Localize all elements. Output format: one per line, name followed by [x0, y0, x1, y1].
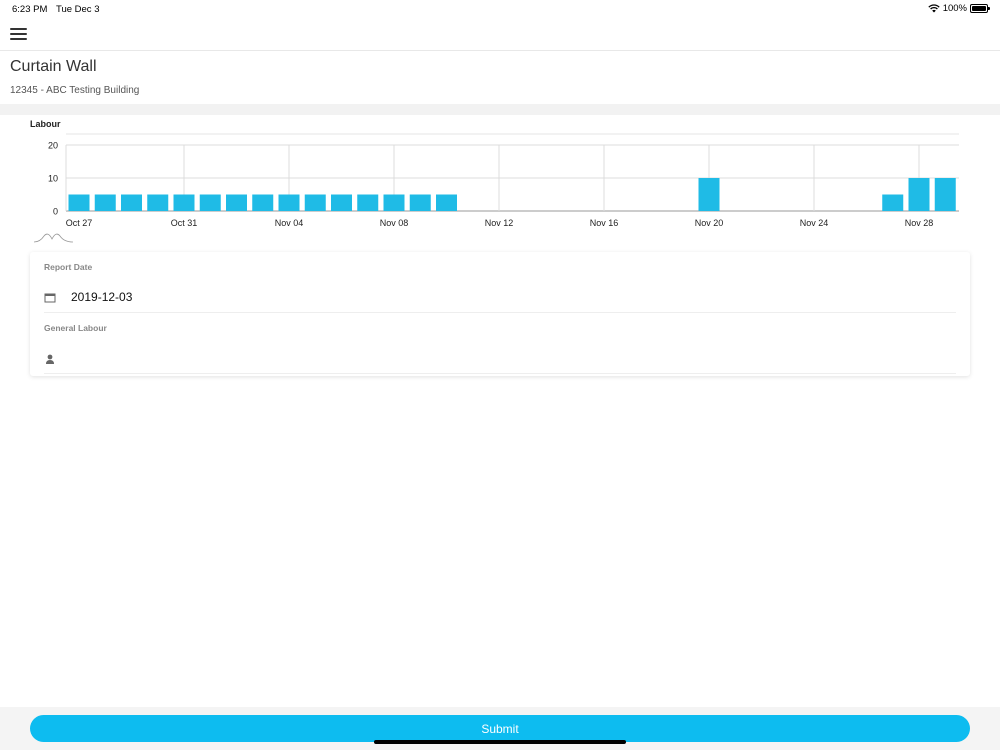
x-tick-label: Nov 28: [905, 218, 934, 228]
chart-title: Labour: [30, 119, 61, 129]
x-tick-label: Nov 08: [380, 218, 409, 228]
submit-button[interactable]: Submit: [30, 715, 970, 742]
y-tick-label: 20: [48, 141, 58, 151]
labour-chart-svg: Labour 0 10 20 Oct 27 Oct 31 Nov 04 Nov 08 Nov 1…: [30, 119, 959, 243]
chart-bar: [173, 194, 195, 211]
x-tick-label: Nov 24: [800, 218, 829, 228]
x-tick-label: Nov 16: [590, 218, 619, 228]
chart-bar: [278, 194, 300, 211]
chart-bar: [436, 194, 457, 211]
chart-bar: [226, 194, 247, 211]
hamburger-menu-icon[interactable]: [10, 28, 27, 40]
page-subtitle: 12345 - ABC Testing Building: [10, 85, 140, 96]
status-bar: 6:23 PM Tue Dec 3 100%: [0, 0, 1000, 18]
top-navigation-bar: [0, 18, 1000, 51]
x-tick-label: Nov 04: [275, 218, 304, 228]
general-labour-input[interactable]: [71, 348, 956, 370]
chart-bar: [331, 194, 352, 211]
general-labour-field[interactable]: [44, 345, 956, 374]
y-tick-label: 10: [48, 174, 58, 184]
battery-percent: 100%: [942, 3, 967, 14]
report-date-value[interactable]: 2019-12-03: [71, 290, 133, 304]
person-icon: [46, 354, 54, 364]
chart-bar: [698, 178, 720, 211]
section-divider: [0, 104, 1000, 115]
labour-chart: Labour 0 10 20 Oct 27 Oct 31 Nov 04 Nov 08 Nov 1…: [0, 115, 1000, 250]
report-date-field[interactable]: 2019-12-03: [44, 284, 956, 313]
x-tick-label: Nov 20: [695, 218, 724, 228]
chart-bar: [409, 194, 431, 211]
range-navigator-sparkline: [33, 233, 74, 243]
y-tick-label: 0: [53, 207, 58, 217]
page-title: Curtain Wall: [10, 58, 97, 75]
wifi-icon: [928, 4, 940, 13]
report-date-label: Report Date: [44, 262, 93, 272]
chart-bar: [882, 194, 904, 211]
x-tick-label: Oct 27: [66, 218, 93, 228]
chart-bar: [121, 194, 142, 211]
chart-bar: [908, 178, 930, 211]
chart-bar: [934, 178, 956, 211]
chart-bar: [304, 194, 326, 211]
chart-bar: [199, 194, 221, 211]
home-indicator: [374, 740, 626, 744]
calendar-icon: [44, 293, 56, 303]
chart-bar: [383, 194, 405, 211]
status-date: Tue Dec 3: [56, 4, 100, 15]
chart-bar: [357, 194, 379, 211]
chart-bar: [147, 194, 169, 211]
chart-bar: [68, 194, 90, 211]
x-tick-label: Oct 31: [171, 218, 198, 228]
chart-bar: [94, 194, 116, 211]
status-time: 6:23 PM: [12, 4, 48, 15]
report-form-card: Report Date 2019-12-03 General Labour: [30, 252, 970, 376]
chart-bar: [252, 194, 274, 211]
general-labour-label: General Labour: [44, 323, 107, 333]
status-indicators: 100%: [928, 3, 990, 14]
battery-icon: [970, 4, 990, 13]
x-tick-label: Nov 12: [485, 218, 514, 228]
